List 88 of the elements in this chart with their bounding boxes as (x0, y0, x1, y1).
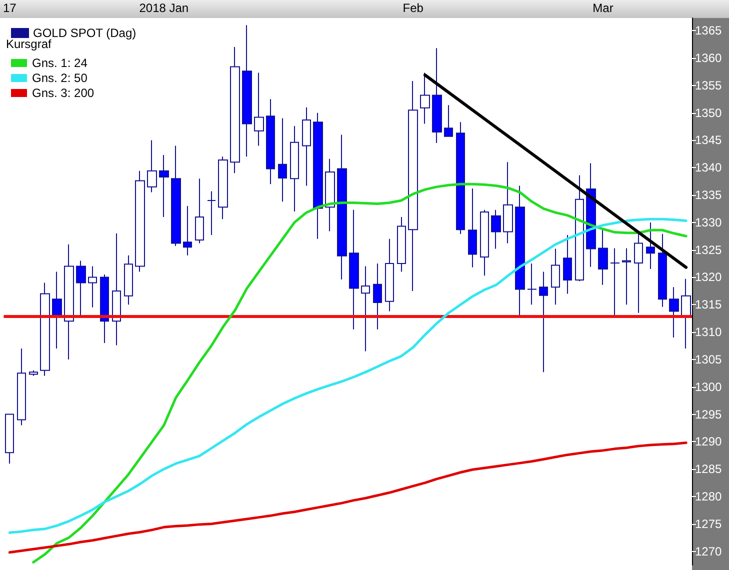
candlestick (539, 271, 548, 373)
candlestick (17, 348, 26, 426)
candlestick (88, 266, 97, 308)
candlestick (634, 232, 643, 314)
candlestick (408, 80, 418, 292)
candlestick (40, 282, 50, 376)
candlestick (551, 248, 560, 306)
y-tick-label: 1345 (695, 133, 722, 148)
candlestick (622, 248, 631, 306)
candlestick (385, 238, 394, 312)
candlestick (218, 156, 228, 220)
y-tick-label: 1320 (695, 270, 722, 284)
y-tick-label: 1330 (695, 215, 722, 230)
candlestick (242, 24, 252, 158)
candlestick (468, 188, 477, 268)
candlestick (503, 162, 513, 244)
candlestick (527, 263, 537, 306)
y-tick-label: 1275 (695, 516, 722, 531)
candlestick (669, 286, 679, 338)
candlestick (183, 205, 192, 256)
candlestick (349, 209, 359, 330)
candlestick (147, 140, 157, 193)
legend-title: Kursgraf (6, 37, 52, 51)
y-tick-label: 1340 (695, 160, 722, 175)
y-tick-label: 1305 (695, 352, 722, 366)
y-tick-label: 1300 (695, 380, 722, 394)
candlestick (420, 72, 430, 124)
candlestick (29, 370, 38, 376)
candlestick (171, 145, 181, 247)
candlestick (64, 244, 74, 360)
candlestick (112, 232, 121, 346)
candlestick (290, 125, 299, 212)
candlestick (444, 104, 453, 137)
x-tick-label: Feb (402, 1, 424, 15)
legend-label: GOLD SPOT (Dag) (33, 26, 136, 40)
y-tick-label: 1280 (695, 489, 722, 504)
x-tick-label: 17 (2, 1, 17, 15)
y-tick-label: 1270 (695, 544, 722, 558)
y-tick-label: 1325 (695, 242, 722, 257)
candlestick (373, 263, 382, 330)
candlestick (658, 233, 667, 308)
y-tick-label: 1285 (695, 462, 722, 476)
y-tick-label: 1335 (695, 188, 722, 202)
candlestick (100, 274, 109, 344)
x-tick-label: Mar (592, 1, 614, 15)
legend-label: Gns. 3: 200 (32, 86, 94, 100)
candlestick (575, 174, 584, 282)
candlestick (646, 222, 655, 270)
line-series (8, 442, 688, 554)
candlestick (325, 158, 335, 232)
candlestick (598, 228, 608, 286)
x-tick-label: 2018 Jan (139, 1, 189, 15)
candlestick (563, 234, 572, 294)
candlestick (207, 190, 216, 236)
candlestick (135, 170, 145, 272)
y-tick-label: 1350 (695, 106, 722, 120)
y-tick-label: 1315 (695, 298, 722, 312)
candlestick (432, 48, 442, 144)
candlestick (456, 122, 465, 234)
candlestick (337, 134, 347, 280)
y-tick-label: 1290 (695, 434, 722, 449)
candlestick (515, 185, 525, 318)
y-tick-label: 1360 (695, 51, 722, 66)
y-tick-label: 1355 (695, 78, 722, 92)
candlestick (361, 266, 370, 352)
candlestick (302, 106, 311, 186)
candlestick (159, 154, 169, 218)
candlestick (254, 72, 264, 146)
line-series (32, 182, 688, 564)
candlestick (230, 46, 240, 174)
legend-label: Gns. 1: 24 (32, 56, 88, 70)
candlestick (124, 254, 133, 306)
candlestick (195, 178, 204, 244)
candlestick (266, 98, 275, 185)
candlestick (491, 209, 501, 250)
candlestick (480, 209, 489, 276)
y-tick-label: 1365 (695, 24, 722, 38)
legend-label: Gns. 2: 50 (32, 71, 88, 85)
y-tick-label: 1310 (695, 325, 722, 340)
candlestick (278, 118, 287, 202)
candlestick (397, 216, 406, 272)
candlestick (313, 112, 323, 240)
y-tick-label: 1295 (695, 407, 722, 422)
candlestick (52, 271, 62, 349)
candlestick (76, 260, 86, 316)
candlestick (610, 248, 620, 318)
candlestick (5, 414, 14, 464)
line-series (8, 218, 688, 534)
